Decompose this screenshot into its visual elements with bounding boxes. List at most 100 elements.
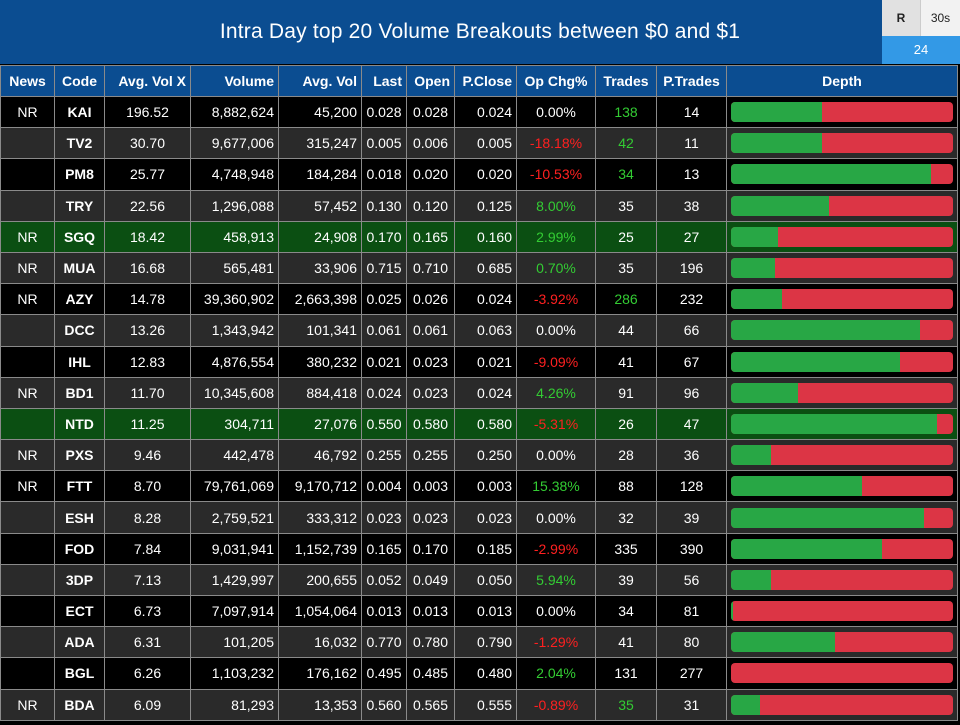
last-cell: 0.024	[361, 376, 407, 409]
ptrades-cell: 81	[656, 594, 727, 628]
depth-bar	[731, 569, 953, 590]
table-row[interactable]: NTD 11.25 304,711 27,076 0.550 0.580 0.580 -5.3…	[0, 407, 958, 441]
table-row[interactable]: ADA 6.31 101,205 16,032 0.770 0.780 0.790 -1.29…	[0, 626, 958, 659]
news-cell	[0, 626, 55, 659]
avg-vol-x-cell: 13.26	[104, 314, 191, 347]
op-chg-cell: -5.31%	[516, 407, 596, 441]
table-row[interactable]: NR SGQ 18.42 458,913 24,908 0.170 0.165 0.160 2.…	[0, 220, 958, 253]
depth-buy-fill	[731, 382, 798, 403]
depth-buy-fill	[731, 413, 938, 434]
news-cell	[0, 158, 55, 191]
title-bar	[0, 0, 960, 64]
trades-cell: 32	[595, 501, 657, 534]
table-row[interactable]: PM8 25.77 4,748,948 184,284 0.018 0.020 0.020-…	[0, 158, 958, 191]
open-cell: 0.020	[406, 158, 455, 191]
last-cell: 0.028	[361, 95, 407, 129]
avg-vol-x-cell: 6.31	[104, 626, 191, 659]
op-chg-cell: 4.26%	[516, 376, 596, 409]
op-chg-cell: 0.70%	[516, 251, 596, 285]
col-header-avg-vol-x[interactable]: Avg. Vol X	[104, 65, 191, 97]
depth-buy-fill	[731, 694, 760, 715]
table-row[interactable]: DCC 13.26 1,343,942 101,341 0.061 0.061 0.063 0…	[0, 314, 958, 347]
op-chg-cell: 2.04%	[516, 657, 596, 690]
col-header-last[interactable]: Last	[361, 65, 407, 97]
table-row[interactable]: NR BDA 6.09 81,293 13,353 0.560 0.565 0.555 -0.8…	[0, 688, 958, 721]
avg-vol-cell: 57,452	[278, 189, 362, 222]
table-row[interactable]: TV2 30.70 9,677,006 315,247 0.005 0.006 0.005-…	[0, 127, 958, 160]
depth-cell	[726, 563, 958, 597]
last-cell: 0.013	[361, 594, 407, 628]
op-chg-cell: -3.92%	[516, 283, 596, 316]
pclose-cell: 0.023	[454, 501, 517, 534]
table-row[interactable]: 3DP 7.13 1,429,997 200,655 0.052 0.049 0.050 5.…	[0, 563, 958, 597]
trades-cell: 91	[595, 376, 657, 409]
volume-cell: 1,103,232	[190, 657, 279, 690]
trades-cell: 35	[595, 688, 657, 721]
op-chg-cell: 5.94%	[516, 563, 596, 597]
table-row[interactable]: BGL 6.26 1,103,232 176,162 0.495 0.485 0.480 2.…	[0, 657, 958, 690]
ptrades-cell: 96	[656, 376, 727, 409]
depth-bar	[731, 195, 953, 216]
table-row[interactable]: FOD 7.84 9,031,941 1,152,739 0.165 0.170 0.185…	[0, 532, 958, 565]
table-row[interactable]: NR AZY 14.78 39,360,902 2,663,398 0.025 0.026 0…	[0, 283, 958, 316]
ptrades-cell: 38	[656, 189, 727, 222]
depth-cell	[726, 127, 958, 160]
col-header-ptrades[interactable]: P.Trades	[656, 65, 727, 97]
refresh-button[interactable]: R	[882, 0, 921, 36]
code-cell: PXS	[54, 439, 105, 472]
col-header-news[interactable]: News	[0, 65, 55, 97]
col-header-trades[interactable]: Trades	[595, 65, 657, 97]
refresh-interval-button[interactable]: 30s	[921, 0, 960, 36]
table-row[interactable]: NR PXS 9.46 442,478 46,792 0.255 0.255 0.250 0.0…	[0, 439, 958, 472]
depth-bar	[731, 226, 953, 247]
depth-buy-fill	[731, 538, 882, 559]
col-header-depth[interactable]: Depth	[726, 65, 958, 97]
volume-cell: 39,360,902	[190, 283, 279, 316]
table-row[interactable]: NR FTT 8.70 79,761,069 9,170,712 0.004 0.003 0.…	[0, 470, 958, 503]
pclose-cell: 0.480	[454, 657, 517, 690]
code-cell: PM8	[54, 158, 105, 191]
depth-buy-fill	[731, 445, 771, 466]
volume-cell: 79,761,069	[190, 470, 279, 503]
ptrades-cell: 31	[656, 688, 727, 721]
table-row[interactable]: TRY 22.56 1,296,088 57,452 0.130 0.120 0.125 8.…	[0, 189, 958, 222]
volume-cell: 101,205	[190, 626, 279, 659]
last-cell: 0.023	[361, 501, 407, 534]
pclose-cell: 0.063	[454, 314, 517, 347]
trades-cell: 28	[595, 439, 657, 472]
volume-cell: 442,478	[190, 439, 279, 472]
news-cell: NR	[0, 470, 55, 503]
op-chg-cell: 8.00%	[516, 189, 596, 222]
open-cell: 0.565	[406, 688, 455, 721]
table-row[interactable]: ESH 8.28 2,759,521 333,312 0.023 0.023 0.023 0.…	[0, 501, 958, 534]
depth-bar	[731, 694, 953, 715]
table-row[interactable]: NR KAI 196.52 8,882,624 45,200 0.028 0.028 0.02…	[0, 95, 958, 129]
news-cell: NR	[0, 220, 55, 253]
code-cell: DCC	[54, 314, 105, 347]
table-row[interactable]: ECT 6.73 7,097,914 1,054,064 0.013 0.013 0.013…	[0, 594, 958, 628]
depth-bar	[731, 663, 953, 684]
op-chg-cell: 2.99%	[516, 220, 596, 253]
avg-vol-x-cell: 8.70	[104, 470, 191, 503]
col-header-open[interactable]: Open	[406, 65, 455, 97]
depth-bar	[731, 507, 953, 528]
depth-bar	[731, 445, 953, 466]
open-cell: 0.710	[406, 251, 455, 285]
code-cell: FOD	[54, 532, 105, 565]
trades-cell: 25	[595, 220, 657, 253]
col-header-op-chg[interactable]: Op Chg%	[516, 65, 596, 97]
col-header-code[interactable]: Code	[54, 65, 105, 97]
avg-vol-x-cell: 8.28	[104, 501, 191, 534]
col-header-avg-vol[interactable]: Avg. Vol	[278, 65, 362, 97]
avg-vol-cell: 884,418	[278, 376, 362, 409]
table-row[interactable]: NR BD1 11.70 10,345,608 884,418 0.024 0.023 0.0…	[0, 376, 958, 409]
depth-bar	[731, 133, 953, 154]
ptrades-cell: 39	[656, 501, 727, 534]
table-row[interactable]: IHL 12.83 4,876,554 380,232 0.021 0.023 0.021-…	[0, 345, 958, 378]
ptrades-cell: 27	[656, 220, 727, 253]
col-header-volume[interactable]: Volume	[190, 65, 279, 97]
col-header-pclose[interactable]: P.Close	[454, 65, 517, 97]
volume-cell: 4,876,554	[190, 345, 279, 378]
table-row[interactable]: NR MUA 16.68 565,481 33,906 0.715 0.710 0.685 0.…	[0, 251, 958, 285]
code-cell: ADA	[54, 626, 105, 659]
